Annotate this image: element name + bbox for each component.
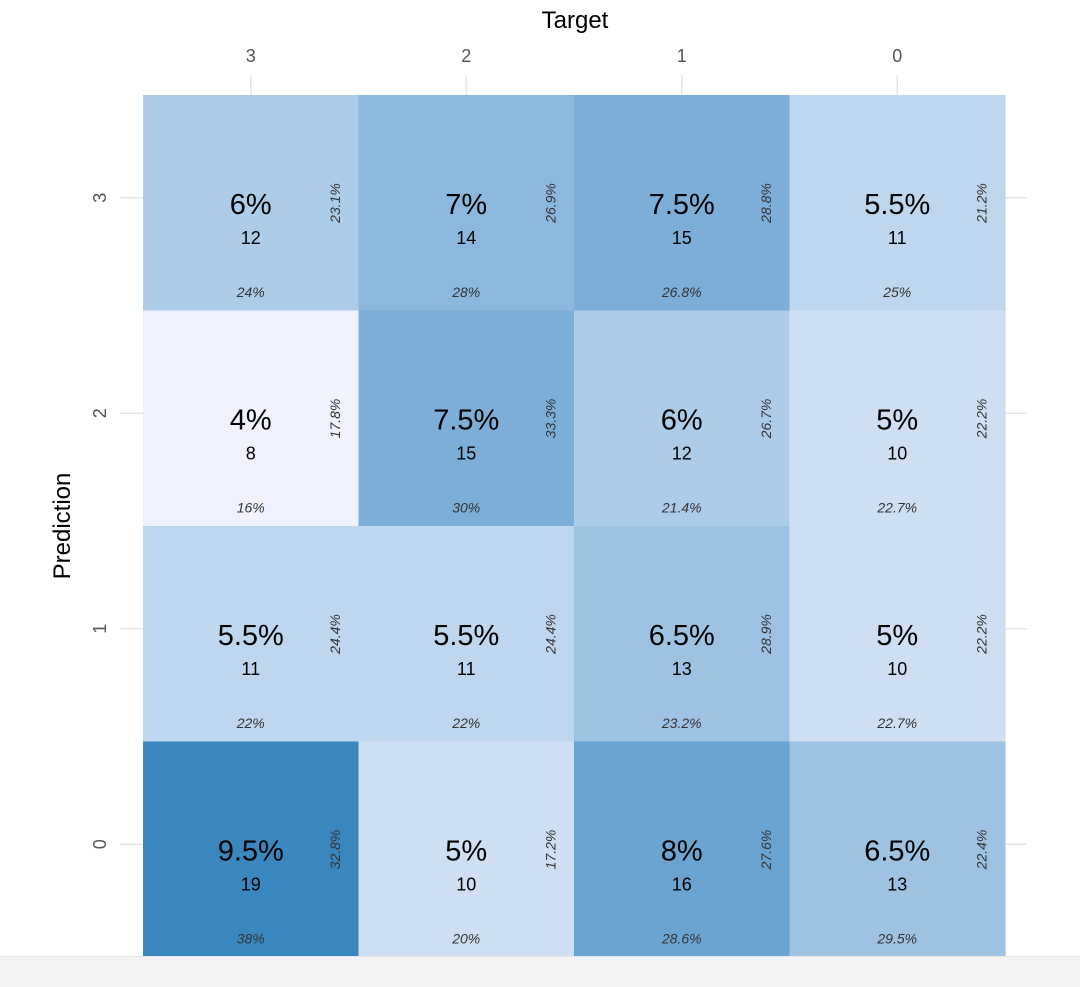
cell-column-percentage: 26.8% [661,284,702,300]
cell-percentage: 9.5% [218,836,284,868]
cell-percentage: 7.5% [433,405,499,437]
y-tick-label: 3 [90,193,110,203]
cell-percentage: 5.5% [218,620,284,652]
cell-percentage: 7% [445,189,487,221]
heatmap-cell [143,741,360,956]
cell-column-percentage: 22.7% [876,715,917,731]
cell-column-percentage: 20% [451,931,480,947]
y-tick-label: 2 [90,408,110,418]
cell-row-percentage: 22.2% [974,614,990,655]
cell-count: 11 [457,659,476,679]
cell-column-percentage: 38% [237,931,265,947]
cell-row-percentage: 23.1% [327,183,343,224]
cell-row-percentage: 22.2% [974,399,990,440]
cell-row-percentage: 28.8% [758,183,774,224]
cell-count: 8 [246,444,256,464]
cell-column-percentage: 25% [882,284,911,300]
cell-count: 10 [456,875,476,895]
cell-percentage: 5.5% [433,620,499,652]
cell-column-percentage: 28.6% [661,931,702,947]
heatmap-cell [574,95,791,312]
cell-row-percentage: 26.9% [543,183,559,224]
cell-percentage: 4% [230,405,272,437]
cell-column-percentage: 24% [236,284,265,300]
cell-column-percentage: 22% [451,715,480,731]
heatmap-cell [143,95,360,312]
cell-column-percentage: 28% [451,284,480,300]
heatmap-cell [358,310,575,527]
cell-column-percentage: 16% [237,500,265,516]
x-tick-label: 3 [246,46,256,66]
cell-count: 13 [672,659,692,679]
cells-layer: 6% 12 24% 23.1% 7% 14 28% 26.9% 7.5% 15 26.8% 28.8%… [143,95,1006,956]
heatmap-cell [574,310,791,527]
cell-row-percentage: 24.4% [543,614,559,655]
cell-count: 11 [888,228,907,248]
y-tick-label: 1 [90,624,110,634]
cell-row-percentage: 22.4% [974,830,990,871]
bottom-strip [0,956,1080,987]
cell-percentage: 6.5% [649,620,715,652]
cell-row-percentage: 33.3% [543,399,559,439]
cell-count: 13 [887,875,907,895]
cell-percentage: 5% [876,405,918,437]
cell-percentage: 6% [661,405,703,437]
heatmap-cell [143,310,360,527]
cell-column-percentage: 23.2% [661,715,702,731]
cell-column-percentage: 29.5% [876,931,917,947]
cell-column-percentage: 30% [452,500,480,516]
heatmap-cell [358,526,575,743]
cell-column-percentage: 22.7% [876,500,917,516]
cell-count: 14 [456,228,476,248]
cell-count: 12 [241,228,261,248]
cell-count: 12 [672,444,692,464]
cell-row-percentage: 32.8% [327,830,343,870]
heatmap-cell [574,741,791,956]
cell-column-percentage: 21.4% [661,500,702,516]
cell-row-percentage: 28.9% [758,614,774,655]
cell-row-percentage: 27.6% [758,830,774,871]
cell-percentage: 7.5% [649,189,715,221]
y-tick-label: 0 [90,839,110,849]
cell-count: 10 [887,659,907,679]
cell-percentage: 5% [445,836,487,868]
cell-count: 15 [672,228,692,248]
heatmap-cell [358,95,575,312]
cell-count: 11 [241,659,260,679]
x-axis-title: Target [542,7,609,34]
y-axis-title: Prediction [49,473,76,580]
cell-percentage: 5% [876,620,918,652]
cell-percentage: 6% [230,189,272,221]
x-tick-label: 1 [677,46,687,66]
cell-percentage: 8% [661,836,703,868]
cell-row-percentage: 21.2% [974,183,990,224]
x-tick-label: 0 [892,46,902,66]
cell-row-percentage: 17.8% [327,399,343,439]
x-tick-label: 2 [461,46,471,66]
heatmap-cell [789,310,1006,527]
heatmap-cell [789,741,1006,956]
cell-row-percentage: 24.4% [327,614,343,655]
cell-count: 16 [672,875,692,895]
heatmap-cell [789,95,1006,312]
cell-column-percentage: 22% [236,715,265,731]
tick-labels: 3 2 1 0 3 2 1 0 [90,46,902,849]
cell-percentage: 6.5% [864,836,930,868]
cell-count: 19 [241,875,261,895]
cell-row-percentage: 17.2% [543,830,559,870]
cell-row-percentage: 26.7% [758,399,774,440]
cell-count: 10 [887,444,907,464]
cell-count: 15 [456,444,476,464]
heatmap-cell [358,741,575,956]
heatmap-cell [574,526,791,743]
heatmap-cell [143,526,360,743]
cell-percentage: 5.5% [864,189,930,221]
heatmap-cell [789,526,1006,743]
